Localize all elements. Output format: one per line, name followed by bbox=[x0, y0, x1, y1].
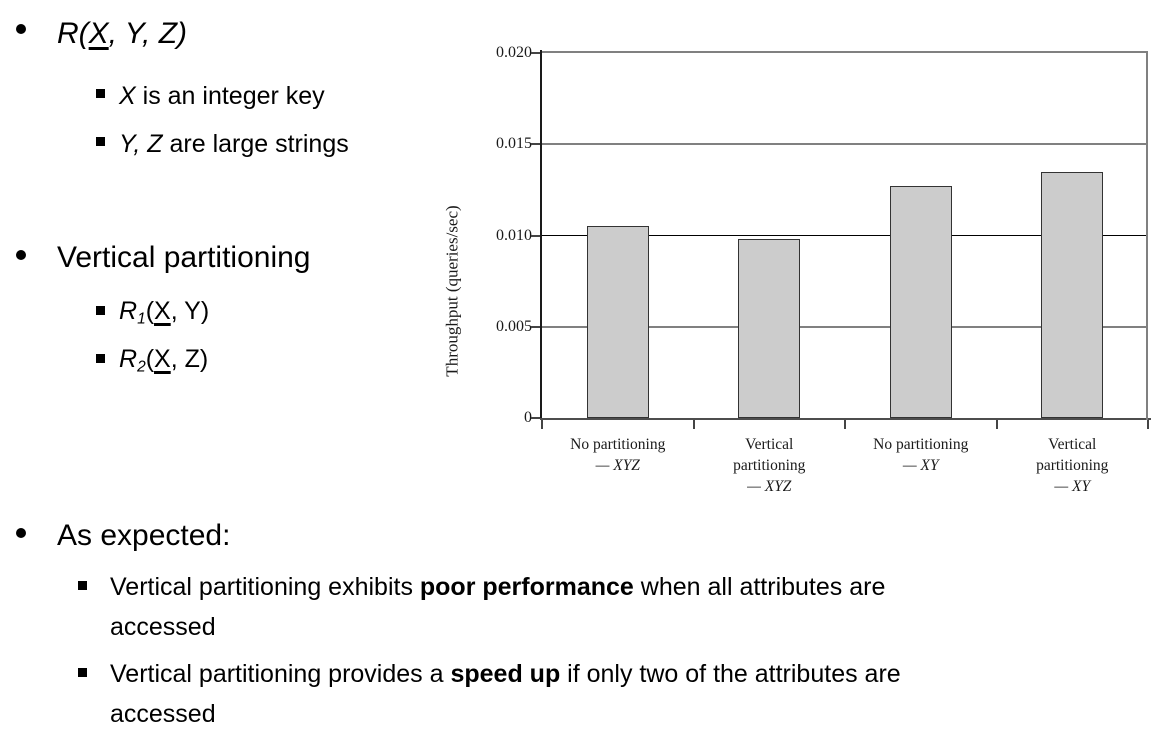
y-tick-label: 0.005 bbox=[496, 317, 532, 335]
x-tick-mark bbox=[692, 420, 695, 429]
conclusion-line2: accessed bbox=[110, 700, 216, 728]
gridline bbox=[542, 143, 1146, 146]
y-tick-mark bbox=[531, 143, 540, 146]
r2-name: R bbox=[119, 345, 138, 373]
chart-bar bbox=[738, 239, 801, 418]
r1-close: , Y) bbox=[170, 297, 210, 325]
gridline bbox=[542, 325, 1146, 328]
x-category-variant: — XY bbox=[1054, 478, 1091, 495]
r1-name: R bbox=[119, 297, 138, 325]
conclusion-emphasis: speed up bbox=[450, 660, 561, 688]
throughput-bar-chart: Throughput (queries/sec) 0.020 0.015 0.010… bbox=[430, 0, 1161, 545]
y-tick-label: 0.015 bbox=[496, 135, 532, 153]
conclusion-line2: accessed bbox=[110, 613, 216, 641]
r2-key: X bbox=[154, 345, 171, 373]
conclusion-line1: Vertical partitioning provides a speed u… bbox=[110, 660, 901, 688]
conclusion-poor-performance: Vertical partitioning exhibits poor perf… bbox=[110, 567, 885, 647]
attribute-note-x: X is an integer key bbox=[119, 76, 325, 116]
bullet-icon bbox=[16, 24, 26, 34]
x-category-name: Vertical partitioning bbox=[1036, 436, 1109, 474]
sub-bullet-icon bbox=[96, 354, 105, 363]
y-tick-mark bbox=[531, 417, 540, 419]
x-tick-mark bbox=[541, 420, 543, 429]
x-category-variant: — XY bbox=[902, 457, 939, 474]
y-tick-mark bbox=[531, 52, 540, 54]
y-axis-title: Throughput (queries/sec) bbox=[442, 205, 462, 377]
x-category-name: No partitioning bbox=[570, 436, 666, 453]
y-tick-label: 0.010 bbox=[496, 226, 532, 244]
chart-bar bbox=[889, 186, 952, 418]
conclusion-line1: Vertical partitioning exhibits poor perf… bbox=[110, 573, 885, 601]
conclusion-post: if only two of the attributes are bbox=[560, 660, 901, 688]
r2-open: ( bbox=[145, 345, 155, 373]
x-category-variant: — XYZ bbox=[747, 478, 792, 495]
conclusion-pre: Vertical partitioning exhibits bbox=[110, 573, 420, 601]
plot-border-right bbox=[1146, 51, 1148, 420]
x-category-name: Vertical partitioning bbox=[733, 436, 806, 474]
conclusion-post: when all attributes are bbox=[633, 573, 886, 601]
r2-close: , Z) bbox=[170, 345, 209, 373]
sub-bullet-icon bbox=[96, 137, 105, 146]
x-category-name: No partitioning bbox=[873, 436, 969, 453]
chart-bar bbox=[586, 226, 649, 418]
relation-pre: R( bbox=[57, 17, 89, 50]
x-tick-mark bbox=[995, 420, 998, 429]
relation-key: X bbox=[88, 17, 109, 50]
y-tick-label: 0.020 bbox=[496, 44, 532, 61]
bullet-icon bbox=[16, 250, 26, 260]
r2-subscript: 2 bbox=[137, 358, 146, 376]
attribute-desc: are large strings bbox=[162, 130, 349, 158]
y-axis-line bbox=[540, 50, 542, 420]
partition-r1: R1(X, Y) bbox=[119, 291, 209, 339]
y-tick-mark bbox=[531, 325, 540, 328]
x-category-label: No partitioning — XYZ bbox=[542, 434, 694, 476]
sub-bullet-icon bbox=[78, 668, 87, 677]
relation-definition: R(X, Y, Z) bbox=[57, 14, 187, 54]
sub-bullet-icon bbox=[78, 581, 87, 590]
gridline bbox=[542, 234, 1146, 236]
x-tick-mark bbox=[844, 420, 846, 429]
x-category-label: Vertical partitioning — XY bbox=[996, 434, 1148, 497]
x-category-label: No partitioning — XY bbox=[845, 434, 997, 476]
r1-open: ( bbox=[145, 297, 155, 325]
attribute-var: X bbox=[119, 82, 136, 110]
y-tick-label: 0 bbox=[524, 409, 532, 426]
as-expected-heading: As expected: bbox=[57, 519, 231, 552]
vertical-partitioning-heading: Vertical partitioning bbox=[57, 241, 311, 274]
y-tick-mark bbox=[531, 234, 540, 237]
r1-subscript: 1 bbox=[137, 310, 146, 328]
attribute-desc: is an integer key bbox=[135, 82, 325, 110]
partition-r2: R2(X, Z) bbox=[119, 339, 208, 387]
bullet-icon bbox=[16, 528, 26, 538]
x-axis-line bbox=[540, 418, 1151, 420]
r1-key: X bbox=[154, 297, 171, 325]
relation-post: , Y, Z) bbox=[108, 17, 188, 50]
x-category-variant: — XYZ bbox=[595, 457, 640, 474]
attribute-var: Y, Z bbox=[119, 130, 163, 158]
sub-bullet-icon bbox=[96, 306, 105, 315]
conclusion-pre: Vertical partitioning provides a bbox=[110, 660, 451, 688]
attribute-note-yz: Y, Z are large strings bbox=[119, 124, 349, 164]
chart-bar bbox=[1041, 171, 1104, 418]
x-category-label: Vertical partitioning — XYZ bbox=[693, 434, 845, 497]
conclusion-speed-up: Vertical partitioning provides a speed u… bbox=[110, 654, 901, 734]
plot-border-top bbox=[542, 51, 1148, 53]
conclusion-emphasis: poor performance bbox=[419, 573, 634, 601]
sub-bullet-icon bbox=[96, 89, 105, 98]
x-tick-mark bbox=[1147, 420, 1149, 429]
